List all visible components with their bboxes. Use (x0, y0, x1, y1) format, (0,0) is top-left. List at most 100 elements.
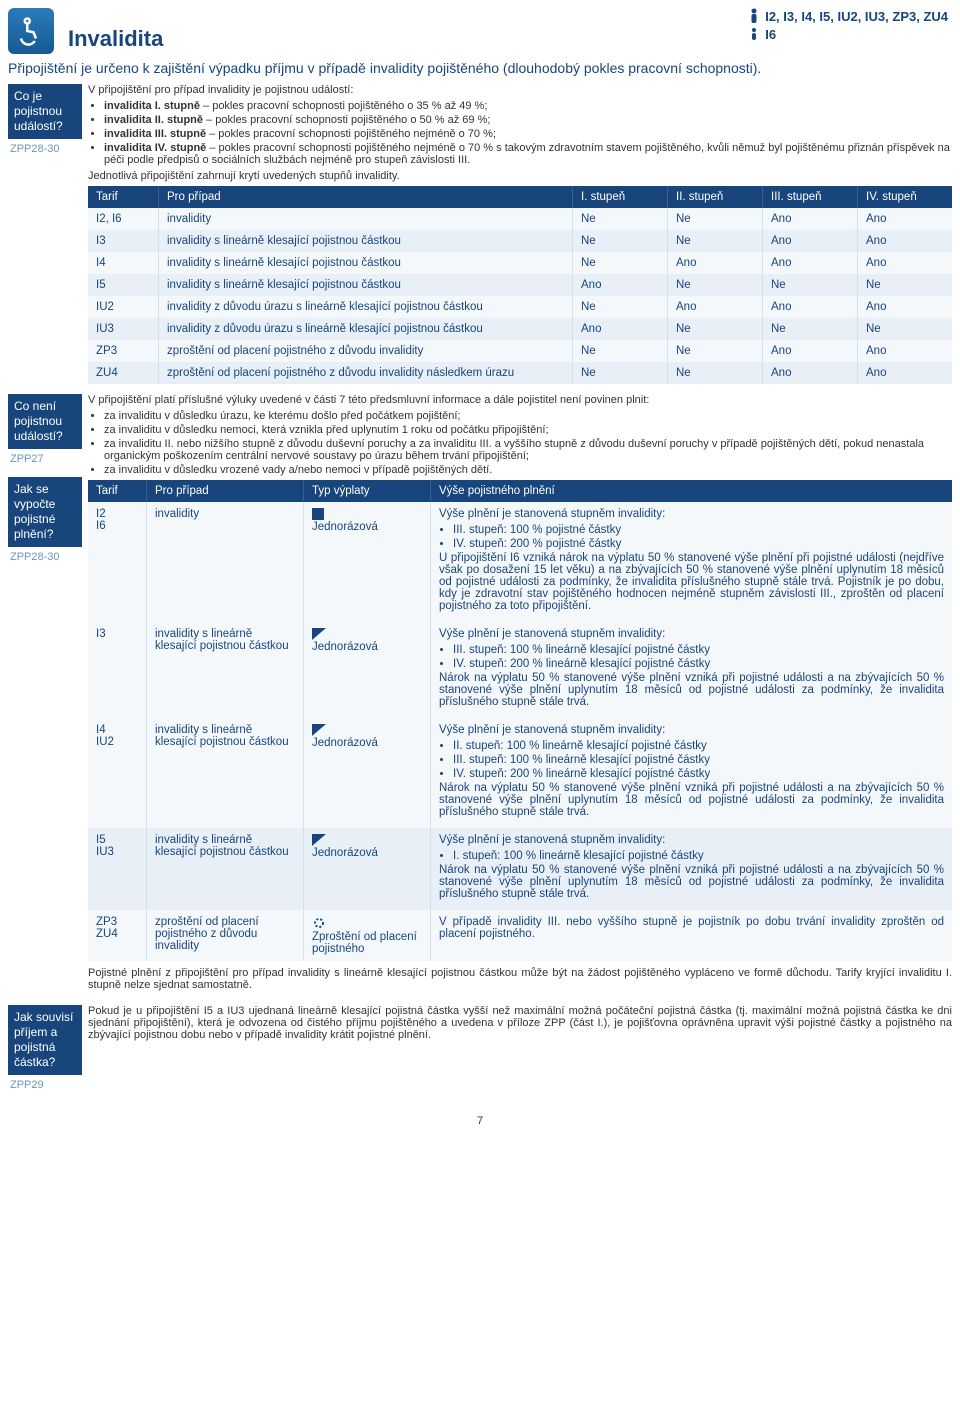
th: Typ výplaty (304, 480, 431, 502)
table-row: I4invalidity s lineárně klesající pojist… (88, 252, 952, 274)
case: zproštění od placení pojistného z důvodu… (147, 910, 304, 961)
cell: Ano (763, 362, 858, 384)
b4-label: invalidita IV. stupně (104, 142, 206, 154)
li: II. stupeň: 100 % lineárně klesající poj… (453, 740, 944, 752)
cell: Ano (858, 340, 953, 362)
li: I. stupeň: 100 % lineárně klesající poji… (453, 850, 944, 862)
table-row: ZU4zproštění od placení pojistného z dův… (88, 362, 952, 384)
table-row: I5IU3 invalidity s lineárně klesající po… (88, 828, 952, 910)
tarif: ZP3 (96, 916, 117, 928)
tarif: I6 (96, 520, 106, 532)
cell: Ne (573, 340, 668, 362)
cell: Ne (668, 362, 763, 384)
cell: Ne (668, 274, 763, 296)
payout-detail: Nárok na výplatu 50 % stanovené výše pln… (439, 672, 944, 708)
case: invalidity s lineárně klesající pojistno… (147, 828, 304, 910)
table-row: I3invalidity s lineárně klesající pojist… (88, 230, 952, 252)
cell: Ne (858, 318, 953, 340)
cell: Ne (573, 252, 668, 274)
excl-lead: V připojištění platí příslušné výluky uv… (88, 394, 952, 406)
payout-desc: Výše plnění je stanovená stupněm invalid… (439, 628, 944, 640)
b4-text: – pokles pracovní schopnosti pojištěného… (104, 142, 950, 166)
cell: invalidity s lineárně klesající pojistno… (159, 230, 573, 252)
cell: zproštění od placení pojistného z důvodu… (159, 362, 573, 384)
cell: Ne (763, 318, 858, 340)
table-row: I2, I6invalidityNeNeAnoAno (88, 208, 952, 230)
subtitle: Připojištění je určeno k zajištění výpad… (8, 60, 952, 76)
person-icon (749, 8, 759, 24)
tarif: I5 (96, 834, 106, 846)
zpp-ref-1: ZPP28-30 (10, 143, 82, 155)
li: III. stupeň: 100 % pojistné částky (453, 524, 944, 536)
payout-detail: Nárok na výplatu 50 % stanovené výše pln… (439, 864, 944, 900)
cell: Ano (763, 230, 858, 252)
cell: invalidity z důvodu úrazu s lineárně kle… (159, 296, 573, 318)
triangle-icon (312, 834, 326, 846)
cell: Ano (763, 296, 858, 318)
cell: I3 (88, 230, 159, 252)
cell: Ano (858, 252, 953, 274)
payout-type: Jednorázová (312, 737, 378, 749)
square-icon (312, 508, 324, 520)
li: IV. stupeň: 200 % lineárně klesající poj… (453, 768, 944, 780)
payout-detail: U připojištění I6 vzniká nárok na výplat… (439, 552, 944, 612)
side-box-4: Jak souvisí příjem a pojistná částka? (8, 1005, 82, 1075)
cell: Ano (763, 252, 858, 274)
table-row: I2I6 invalidity Jednorázová Výše plnění … (88, 502, 952, 622)
payout-desc: V případě invalidity III. nebo vyššího s… (439, 916, 944, 940)
li: III. stupeň: 100 % lineárně klesající po… (453, 644, 944, 656)
th: IV. stupeň (858, 186, 953, 208)
excl-item: za invaliditu II. nebo nižšího stupně z … (104, 438, 952, 462)
th: II. stupeň (668, 186, 763, 208)
cell: Ne (573, 362, 668, 384)
table-row: IU3invalidity z důvodu úrazu s lineárně … (88, 318, 952, 340)
cell: Ano (573, 318, 668, 340)
case: invalidity (147, 502, 304, 622)
cell: Ano (763, 340, 858, 362)
intro-lead: V připojištění pro případ invalidity je … (88, 84, 952, 96)
intro-list: invalidita I. stupně – pokles pracovní s… (88, 100, 952, 166)
cell: invalidity (159, 208, 573, 230)
cell: ZP3 (88, 340, 159, 362)
th: Pro případ (147, 480, 304, 502)
b1-text: – pokles pracovní schopnosti pojištěného… (200, 100, 487, 112)
cell: zproštění od placení pojistného z důvodu… (159, 340, 573, 362)
cell: Ano (573, 274, 668, 296)
payout-desc: Výše plnění je stanovená stupněm invalid… (439, 724, 944, 736)
cell: Ne (668, 340, 763, 362)
side-box-3: Jak se vypočte pojistné plnění? (8, 477, 82, 547)
section-title: Invalidita (68, 26, 163, 52)
cell: Ano (858, 362, 953, 384)
footnote-1: Pojistné plnění z připojištění pro přípa… (88, 967, 952, 991)
excl-item: za invaliditu v důsledku vrozené vady a/… (104, 464, 952, 476)
cell: I2, I6 (88, 208, 159, 230)
zpp-ref-2: ZPP27 (10, 453, 82, 465)
cell: Ano (668, 296, 763, 318)
payout-type: Jednorázová (312, 521, 378, 533)
payout-desc: Výše plnění je stanovená stupněm invalid… (439, 834, 944, 846)
excl-list: za invaliditu v důsledku úrazu, ke které… (88, 410, 952, 476)
cell: Ano (858, 230, 953, 252)
coverage-table: Tarif Pro případ I. stupeň II. stupeň II… (88, 186, 952, 384)
cell: Ano (858, 296, 953, 318)
person-small-icon (749, 26, 759, 42)
tarif: IU3 (96, 846, 114, 858)
cell: Ne (573, 230, 668, 252)
cell: Ano (858, 208, 953, 230)
cell: I4 (88, 252, 159, 274)
th: I. stupeň (573, 186, 668, 208)
zpp-ref-3: ZPP28-30 (10, 551, 82, 563)
cell: I5 (88, 274, 159, 296)
tags-lower: I6 (765, 27, 776, 42)
intro-closing: Jednotlivá připojištění zahrnují krytí u… (88, 170, 952, 182)
triangle-icon (312, 628, 326, 640)
cell: Ne (573, 296, 668, 318)
wheelchair-icon (8, 8, 54, 54)
side-box-2: Co není pojistnou událostí? (8, 394, 82, 449)
cell: Ne (858, 274, 953, 296)
cell: invalidity s lineárně klesající pojistno… (159, 274, 573, 296)
triangle-icon (312, 724, 326, 736)
page-number: 7 (8, 1115, 952, 1127)
tarif: I4 (96, 724, 106, 736)
cell: invalidity s lineárně klesající pojistno… (159, 252, 573, 274)
